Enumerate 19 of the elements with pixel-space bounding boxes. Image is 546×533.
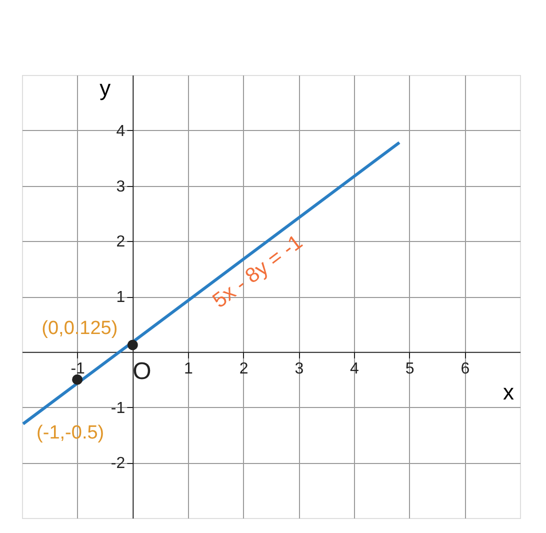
y-tick-label: 1 (116, 289, 126, 306)
x-tick-label: 1 (184, 360, 194, 378)
annotation: 5x - 8y = -1 (208, 230, 307, 313)
y-tick-label: 4 (116, 122, 126, 140)
y-tick-label: 3 (116, 178, 126, 196)
y-axis-title: y (100, 76, 111, 100)
x-tick-label: 4 (350, 360, 360, 378)
x-tick-label: 6 (460, 360, 470, 378)
x-tick-label: 5 (405, 360, 414, 378)
annotation: (0,0.125) (42, 318, 118, 339)
y-tick-label: -2 (110, 455, 126, 472)
x-tick-label: 2 (239, 360, 248, 378)
x-tick-label: 3 (294, 360, 304, 378)
y-tick-label: -1 (110, 400, 126, 417)
x-tick-label: -1 (70, 360, 86, 378)
x-axis-title: x (503, 379, 514, 404)
y-tick-label: 2 (116, 234, 126, 251)
annotation: O (132, 358, 152, 385)
annotation: (-1,-0.5) (36, 422, 104, 444)
